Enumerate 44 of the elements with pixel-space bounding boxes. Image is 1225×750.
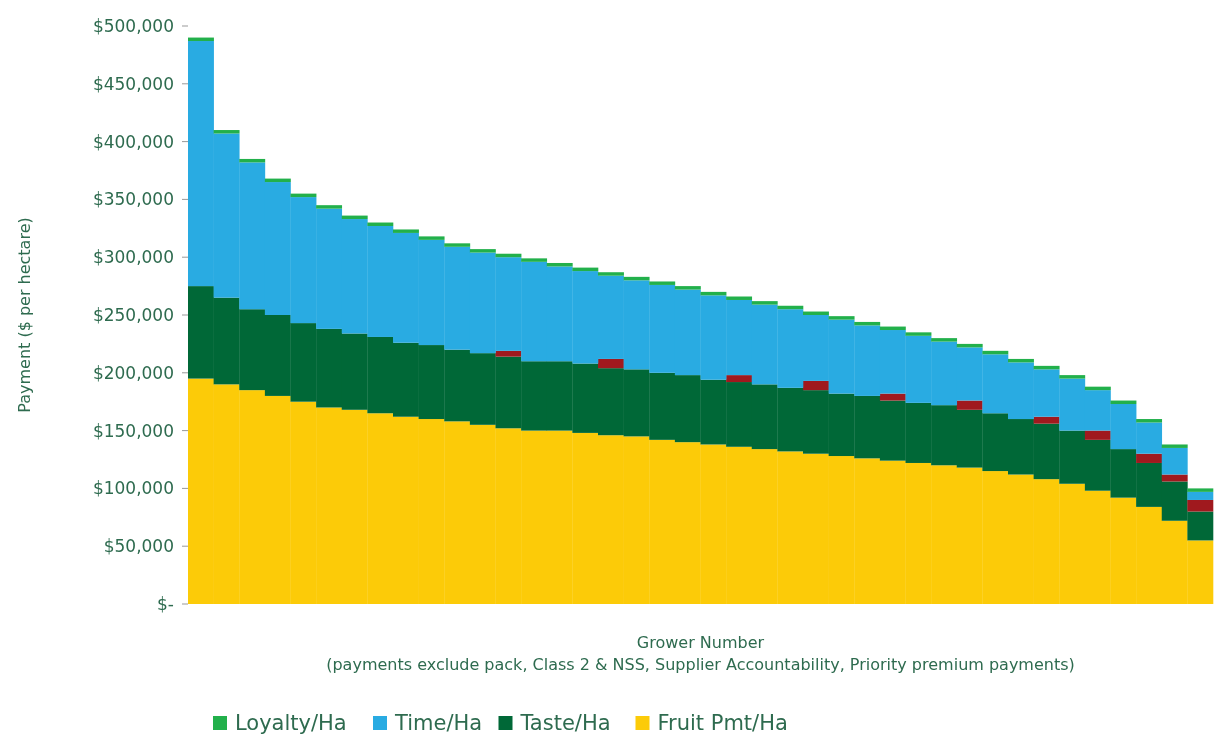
bar <box>1187 499 1214 512</box>
bar <box>393 229 419 233</box>
y-tick-label: $50,000 <box>103 536 174 557</box>
bar <box>931 338 958 342</box>
bar <box>495 350 522 357</box>
bar <box>726 375 753 383</box>
y-tick-label: $350,000 <box>92 189 174 210</box>
bar <box>1084 430 1111 440</box>
bar <box>674 286 701 290</box>
bar <box>598 272 624 276</box>
bar <box>1136 419 1163 423</box>
y-tick-label: $- <box>157 593 174 614</box>
y-tick-label: $400,000 <box>92 131 174 152</box>
y-tick-label: $250,000 <box>92 304 174 325</box>
bar <box>1161 444 1188 448</box>
bar <box>598 358 624 369</box>
bar <box>444 243 471 247</box>
y-tick-label: $450,000 <box>92 73 174 94</box>
y-tick-label: $500,000 <box>92 15 174 36</box>
bar <box>879 393 906 401</box>
legend-label: Time/Ha <box>394 711 483 735</box>
bar <box>1033 416 1060 424</box>
bar <box>213 130 240 134</box>
legend-label: Loyalty/Ha <box>235 711 347 735</box>
bar <box>905 332 932 336</box>
y-tick-label: $100,000 <box>92 478 174 499</box>
bar <box>418 236 445 240</box>
bar <box>316 205 343 209</box>
y-tick-label: $150,000 <box>92 420 174 441</box>
y-axis-title: Payment ($ per hectare) <box>15 217 34 413</box>
bar <box>1187 488 1214 492</box>
legend-label: Taste/Ha <box>519 711 611 735</box>
bar <box>803 380 829 391</box>
legend-label: Fruit Pmt/Ha <box>657 711 788 735</box>
bar <box>828 316 855 320</box>
bar <box>1059 375 1086 379</box>
bar <box>469 249 496 253</box>
x-axis-title: Grower Number (payments exclude pack, Class 2 & NSS, Supplier Accountability, Priority premium payments) <box>326 633 1075 674</box>
bar <box>521 258 548 262</box>
bar <box>1187 491 1214 500</box>
y-tick-label: $200,000 <box>92 362 174 383</box>
y-tick-label: $300,000 <box>92 247 174 268</box>
bar <box>956 400 983 410</box>
bar <box>1136 453 1163 463</box>
